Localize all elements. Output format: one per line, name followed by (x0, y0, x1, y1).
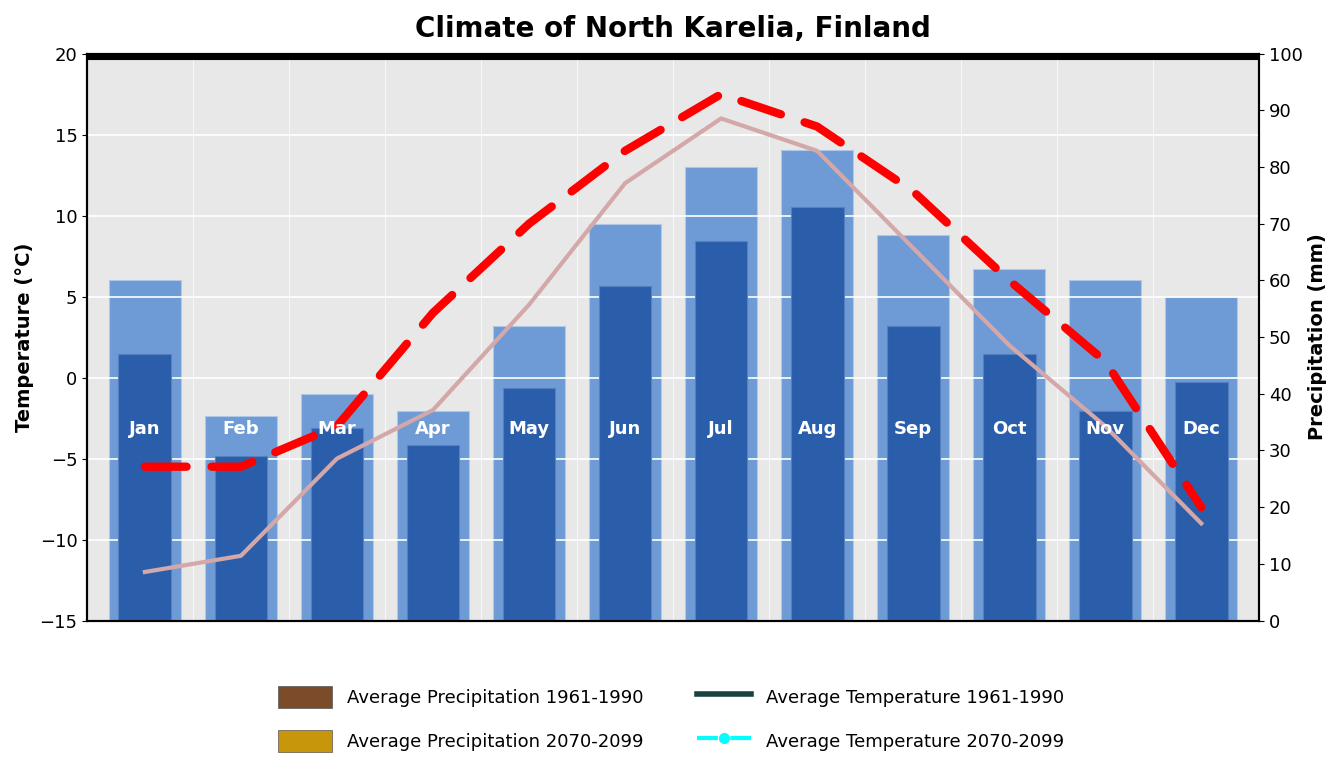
Bar (982, 621, 1036, 626)
Bar (310, 428, 364, 621)
Text: Aug: Aug (797, 421, 837, 439)
Bar (118, 621, 172, 626)
Bar (589, 621, 662, 626)
Y-axis label: Temperature (°C): Temperature (°C) (15, 242, 34, 432)
Text: Feb: Feb (223, 421, 259, 439)
Bar (205, 417, 276, 621)
Bar (695, 621, 747, 626)
Title: Climate of North Karelia, Finland: Climate of North Karelia, Finland (415, 15, 931, 43)
Bar (301, 394, 373, 621)
Bar (781, 621, 854, 626)
Bar (887, 326, 939, 621)
Bar (1079, 411, 1131, 621)
Bar (109, 621, 181, 626)
Bar (215, 456, 267, 621)
Bar (1174, 382, 1228, 621)
Bar (493, 326, 565, 621)
Legend: Average Precipitation 1961-1990, Average Precipitation 2070-2099, Average Temper: Average Precipitation 1961-1990, Average… (263, 671, 1079, 766)
Text: Mar: Mar (318, 421, 357, 439)
Bar (1079, 621, 1131, 626)
Bar (684, 621, 757, 626)
Bar (109, 280, 181, 621)
Text: Dec: Dec (1182, 421, 1220, 439)
Bar (397, 411, 468, 621)
Bar (503, 621, 556, 626)
Bar (599, 621, 651, 626)
Text: Oct: Oct (992, 421, 1027, 439)
Bar (493, 621, 565, 626)
Bar (973, 621, 1045, 626)
Bar (407, 445, 459, 621)
Text: Nov: Nov (1086, 421, 1125, 439)
Bar (589, 224, 662, 621)
Text: Jun: Jun (609, 421, 641, 439)
Bar (503, 388, 556, 621)
Bar (878, 235, 949, 621)
Bar (397, 621, 468, 626)
Bar (878, 621, 949, 626)
Bar (982, 354, 1036, 621)
Bar (695, 241, 747, 621)
Text: Jul: Jul (709, 421, 734, 439)
Bar (1070, 621, 1141, 626)
Bar (215, 621, 267, 626)
Bar (684, 167, 757, 621)
Bar (310, 621, 364, 626)
Text: Jan: Jan (129, 421, 161, 439)
Bar (790, 206, 844, 621)
Y-axis label: Precipitation (mm): Precipitation (mm) (1308, 234, 1327, 440)
Text: Sep: Sep (894, 421, 933, 439)
Text: May: May (509, 421, 550, 439)
Bar (205, 621, 276, 626)
Bar (118, 354, 172, 621)
Bar (1165, 298, 1237, 621)
Bar (973, 269, 1045, 621)
Bar (1070, 280, 1141, 621)
Bar (407, 621, 459, 626)
Text: Apr: Apr (415, 421, 451, 439)
Bar (301, 621, 373, 626)
Bar (599, 286, 651, 621)
Bar (1174, 621, 1228, 626)
Bar (887, 621, 939, 626)
Bar (790, 621, 844, 626)
Bar (1165, 621, 1237, 626)
Bar (781, 150, 854, 621)
